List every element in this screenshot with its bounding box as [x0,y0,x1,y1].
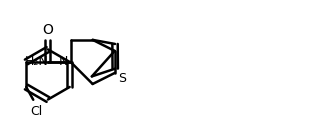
Text: H₂N: H₂N [24,55,48,68]
Text: Cl: Cl [30,105,42,118]
Text: N: N [59,55,68,68]
Text: S: S [118,72,126,85]
Text: O: O [42,23,53,38]
